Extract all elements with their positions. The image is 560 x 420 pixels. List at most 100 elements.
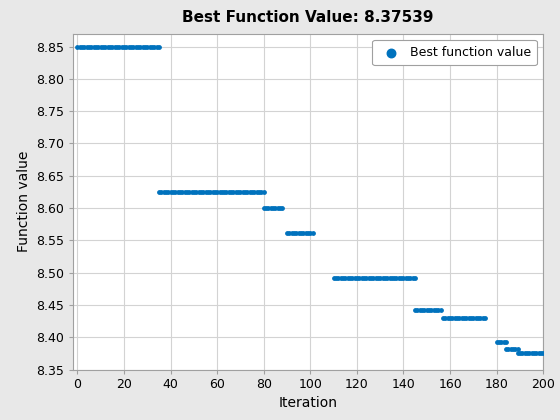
Best function value <box>364 275 373 281</box>
Best function value <box>101 43 110 50</box>
Best function value <box>197 189 206 195</box>
Best function value <box>469 315 478 321</box>
Best function value <box>211 189 220 195</box>
Best function value <box>145 43 154 50</box>
Best function value <box>494 339 503 345</box>
Best function value <box>220 189 228 195</box>
Best function value <box>422 307 431 313</box>
Best function value <box>497 339 506 345</box>
Best function value <box>94 43 103 50</box>
Best function value <box>350 275 359 281</box>
Best function value <box>239 189 248 195</box>
Best function value <box>508 346 517 352</box>
Best function value <box>250 189 259 195</box>
Best function value <box>241 189 250 195</box>
Best function value <box>436 307 445 313</box>
Best function value <box>501 339 510 345</box>
Best function value <box>525 350 534 357</box>
Best function value <box>117 43 126 50</box>
Best function value <box>480 315 489 321</box>
Best function value <box>171 189 180 195</box>
Best function value <box>455 315 464 321</box>
Best function value <box>297 229 306 236</box>
Best function value <box>273 205 282 211</box>
Best function value <box>185 189 194 195</box>
Best function value <box>448 315 457 321</box>
Best function value <box>113 43 122 50</box>
Best function value <box>478 315 487 321</box>
Y-axis label: Function value: Function value <box>17 151 31 252</box>
Best function value <box>89 43 98 50</box>
Best function value <box>388 275 396 281</box>
Best function value <box>394 275 403 281</box>
Best function value <box>329 275 338 281</box>
Best function value <box>438 315 447 321</box>
Best function value <box>520 350 529 357</box>
Best function value <box>392 275 401 281</box>
Best function value <box>164 189 172 195</box>
Best function value <box>299 229 308 236</box>
Best function value <box>129 43 138 50</box>
Best function value <box>234 189 242 195</box>
Best function value <box>103 43 112 50</box>
Best function value <box>460 315 469 321</box>
Best function value <box>444 315 452 321</box>
Best function value <box>424 307 433 313</box>
Best function value <box>492 339 501 345</box>
Best function value <box>225 189 234 195</box>
Best function value <box>183 189 192 195</box>
Best function value <box>408 275 417 281</box>
Best function value <box>446 315 455 321</box>
Best function value <box>166 189 175 195</box>
Best function value <box>259 205 268 211</box>
Best function value <box>404 275 413 281</box>
Best function value <box>124 43 133 50</box>
Best function value <box>131 43 140 50</box>
Best function value <box>243 189 252 195</box>
Best function value <box>354 275 363 281</box>
Best function value <box>527 350 536 357</box>
Best function value <box>513 346 522 352</box>
Best function value <box>410 275 419 281</box>
Best function value <box>253 189 262 195</box>
Best function value <box>301 229 310 236</box>
Best function value <box>420 307 429 313</box>
Best function value <box>464 315 473 321</box>
Best function value <box>474 315 483 321</box>
Best function value <box>127 43 136 50</box>
Best function value <box>213 189 222 195</box>
Best function value <box>222 189 231 195</box>
Best function value <box>189 189 198 195</box>
Best function value <box>119 43 128 50</box>
Best function value <box>427 307 436 313</box>
Best function value <box>385 275 394 281</box>
Best function value <box>87 43 96 50</box>
Best function value <box>434 307 443 313</box>
Best function value <box>208 189 217 195</box>
Best function value <box>499 339 508 345</box>
Best function value <box>276 205 284 211</box>
Best function value <box>133 43 142 50</box>
Best function value <box>522 350 531 357</box>
Best function value <box>199 189 208 195</box>
Best function value <box>366 275 375 281</box>
Best function value <box>290 229 298 236</box>
Best function value <box>515 350 524 357</box>
Best function value <box>75 43 84 50</box>
Best function value <box>374 275 382 281</box>
Best function value <box>457 315 466 321</box>
Best function value <box>371 275 380 281</box>
Best function value <box>336 275 345 281</box>
Best function value <box>155 189 164 195</box>
Best function value <box>416 307 424 313</box>
Best function value <box>306 229 315 236</box>
Best function value <box>266 205 275 211</box>
Best function value <box>175 189 184 195</box>
Best function value <box>99 43 108 50</box>
Best function value <box>308 229 317 236</box>
Best function value <box>138 43 147 50</box>
Best function value <box>332 275 340 281</box>
Best function value <box>399 275 408 281</box>
Best function value <box>259 189 268 195</box>
Best function value <box>141 43 150 50</box>
